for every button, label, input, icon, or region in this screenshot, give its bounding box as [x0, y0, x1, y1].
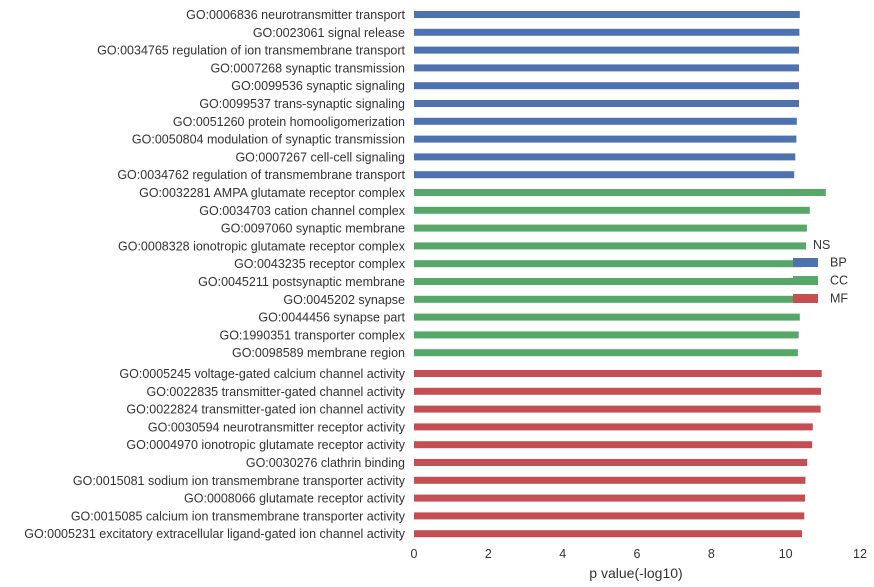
- y-tick-label: GO:0005231 excitatory extracellular liga…: [24, 527, 406, 541]
- bar-bp: [414, 82, 799, 90]
- bar-bp: [414, 46, 799, 54]
- y-tick-label: GO:1990351 transporter complex: [219, 328, 405, 342]
- bar-bp: [414, 64, 799, 72]
- y-tick-label: GO:0034762 regulation of transmembrane t…: [117, 168, 405, 182]
- y-tick-label: GO:0097060 synaptic membrane: [221, 222, 405, 236]
- y-tick-label: GO:0051260 protein homooligomerization: [173, 115, 405, 129]
- bar-cc: [414, 242, 807, 250]
- y-tick-label: GO:0023061 signal release: [253, 26, 405, 40]
- y-tick-label: GO:0006836 neurotransmitter transport: [186, 8, 405, 22]
- y-tick-label: GO:0098589 membrane region: [232, 346, 405, 360]
- bar-mf: [414, 494, 805, 502]
- legend-swatch-cc: [793, 276, 818, 285]
- bar-mf: [414, 423, 813, 431]
- y-tick-label: GO:0099537 trans-synaptic signaling: [199, 97, 405, 111]
- bar-mf: [414, 387, 821, 395]
- bar-cc: [414, 206, 810, 214]
- legend-label-bp: BP: [830, 256, 847, 270]
- y-tick-labels: GO:0006836 neurotransmitter transport GO:…: [24, 8, 406, 541]
- legend-title: NS: [813, 238, 830, 252]
- y-tick-label: GO:0004970 ionotropic glutamate receptor…: [126, 438, 405, 452]
- legend: NS BP CC MF: [793, 238, 848, 306]
- bar-cc: [414, 331, 799, 339]
- bar-bp: [414, 28, 800, 36]
- x-tick-labels: 0 2 4 6 8 10 12: [411, 547, 867, 561]
- bar-bp: [414, 171, 795, 179]
- x-tick-label: 12: [853, 547, 867, 561]
- x-tick-label: 0: [411, 547, 418, 561]
- y-tick-label: GO:0050804 modulation of synaptic transm…: [132, 133, 405, 147]
- y-tick-label: GO:0007268 synaptic transmission: [210, 61, 405, 75]
- y-tick-label: GO:0007267 cell-cell signaling: [235, 150, 405, 164]
- y-tick-label: GO:0099536 synaptic signaling: [231, 79, 405, 93]
- bar-mf: [414, 370, 822, 377]
- y-tick-label: GO:0015085 calcium ion transmembrane tra…: [71, 509, 406, 523]
- y-tick-label: GO:0034765 regulation of ion transmembra…: [97, 44, 405, 58]
- bar-mf: [414, 476, 806, 484]
- bar-cc: [414, 224, 807, 232]
- y-tick-label: GO:0008066 glutamate receptor activity: [184, 492, 406, 506]
- bar-bp: [414, 117, 797, 125]
- bar-cc: [414, 189, 826, 196]
- bar-mf: [414, 441, 813, 449]
- bar-cc: [414, 313, 800, 321]
- y-tick-label: GO:0045211 postsynaptic membrane: [198, 275, 405, 289]
- bar-group: [414, 11, 826, 538]
- x-axis-label: p value(-log10): [589, 565, 682, 581]
- y-tick-label: GO:0022824 transmitter-gated ion channel…: [126, 403, 405, 417]
- y-tick-label: GO:0008328 ionotropic glutamate receptor…: [118, 239, 406, 253]
- bar-cc: [414, 295, 801, 303]
- x-tick-label: 8: [708, 547, 715, 561]
- bar-bp: [414, 135, 797, 143]
- bar-cc: [414, 260, 802, 268]
- bar-cc: [414, 349, 798, 357]
- bar-bp: [414, 153, 796, 161]
- y-tick-label: GO:0045202 synapse: [283, 293, 405, 307]
- bar-bp: [414, 100, 799, 107]
- bar-mf: [414, 459, 808, 466]
- y-tick-label: GO:0005245 voltage-gated calcium channel…: [119, 367, 405, 381]
- x-tick-label: 10: [779, 547, 793, 561]
- bar-cc: [414, 278, 801, 285]
- y-tick-label: GO:0044456 synapse part: [258, 311, 405, 325]
- bar-mf: [414, 512, 805, 520]
- x-tick-label: 2: [485, 547, 492, 561]
- bar-mf: [414, 530, 802, 538]
- y-tick-label: GO:0022835 transmitter-gated channel act…: [147, 385, 406, 399]
- legend-swatch-mf: [793, 294, 818, 303]
- y-tick-label: GO:0030594 neurotransmitter receptor act…: [148, 420, 406, 434]
- legend-label-mf: MF: [830, 292, 848, 306]
- y-tick-label: GO:0034703 cation channel complex: [199, 204, 405, 218]
- x-tick-label: 4: [559, 547, 566, 561]
- y-tick-label: GO:0030276 clathrin binding: [246, 456, 405, 470]
- bar-mf: [414, 405, 821, 413]
- y-tick-label: GO:0015081 sodium ion transmembrane tran…: [73, 474, 406, 488]
- bar-bp: [414, 11, 800, 18]
- legend-label-cc: CC: [830, 274, 848, 288]
- x-tick-label: 6: [634, 547, 641, 561]
- legend-swatch-bp: [793, 258, 818, 267]
- y-tick-label: GO:0032281 AMPA glutamate receptor compl…: [139, 186, 406, 200]
- y-tick-label: GO:0043235 receptor complex: [234, 257, 406, 271]
